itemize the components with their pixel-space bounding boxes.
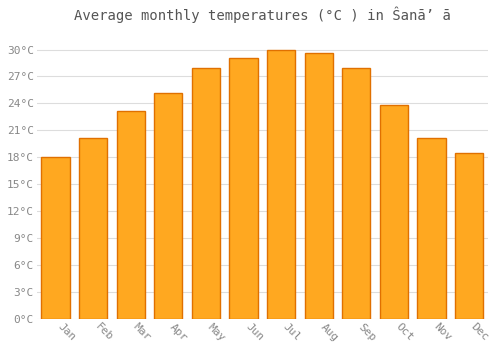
Bar [418, 138, 446, 319]
Bar [342, 68, 370, 319]
Bar [192, 68, 220, 319]
Bar [79, 138, 107, 319]
Bar [116, 111, 145, 319]
Title: Average monthly temperatures (°C ) in Ŝanāʼ ā: Average monthly temperatures (°C ) in Ŝa… [74, 7, 450, 23]
Bar [42, 157, 70, 319]
Bar [230, 58, 258, 319]
Bar [304, 53, 332, 319]
Bar [380, 105, 408, 319]
Bar [455, 153, 483, 319]
Bar [267, 49, 295, 319]
Bar [154, 93, 182, 319]
